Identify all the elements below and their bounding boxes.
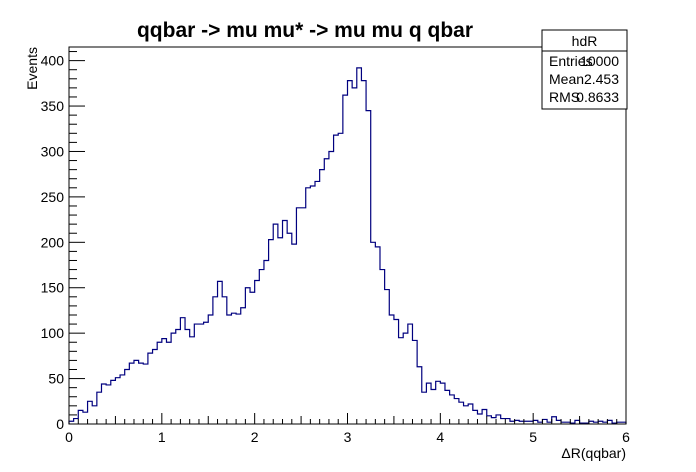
- histogram-series: [68, 67, 627, 424]
- y-axis-ticks: 0 50 100 150 200 250 300 350 400: [41, 51, 85, 432]
- y-tick-label: 0: [56, 416, 64, 432]
- stats-title: hdR: [572, 33, 598, 49]
- stats-mean-label: Mean: [549, 71, 584, 87]
- x-tick-label: 6: [622, 429, 630, 445]
- y-tick-label: 400: [41, 53, 65, 69]
- x-tick-label: 2: [251, 429, 259, 445]
- y-tick-label: 250: [41, 189, 65, 205]
- x-tick-label: 1: [158, 429, 166, 445]
- stats-box: hdR Entries 10000 Mean 2.453 RMS 0.8633: [541, 29, 628, 110]
- stats-entries-value: 10000: [580, 53, 619, 69]
- x-tick-label: 4: [436, 429, 444, 445]
- x-tick-label: 5: [529, 429, 537, 445]
- x-axis-label: ΔR(qqbar): [561, 445, 626, 461]
- x-tick-label: 3: [344, 429, 352, 445]
- stats-mean-value: 2.453: [584, 71, 619, 87]
- y-tick-label: 200: [41, 234, 65, 250]
- x-axis-ticks: 0 1 2 3 4 5 6: [65, 413, 630, 445]
- stats-rms-value: 0.8633: [576, 89, 619, 105]
- y-tick-label: 300: [41, 143, 65, 159]
- y-tick-label: 50: [48, 371, 64, 387]
- stats-rms-label: RMS: [549, 89, 580, 105]
- y-tick-label: 150: [41, 280, 65, 296]
- y-axis-label: Events: [24, 47, 40, 90]
- y-tick-label: 350: [41, 98, 65, 114]
- y-tick-label: 100: [41, 325, 65, 341]
- chart-title: qqbar -> mu mu* -> mu mu q qbar: [137, 19, 473, 42]
- stats-entries-label: Entries: [549, 53, 593, 69]
- x-tick-label: 0: [65, 429, 73, 445]
